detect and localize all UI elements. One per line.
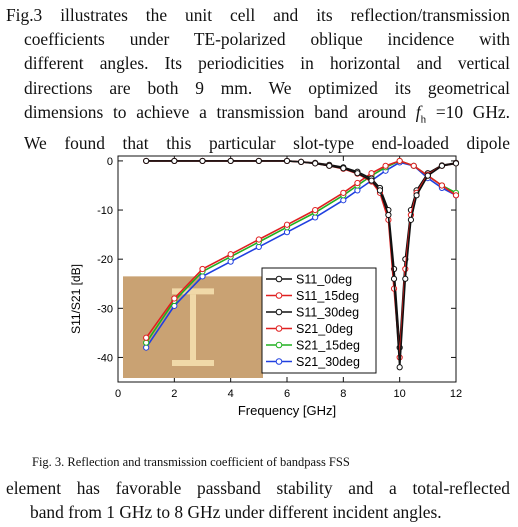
series-point-S11_0deg bbox=[227, 157, 234, 165]
chart-legend: S11_0deg S11_15deg S11_30deg S21_0deg S21_15… bbox=[261, 267, 377, 374]
series-point-S21_0deg bbox=[171, 295, 178, 302]
series-point-S11_0deg bbox=[326, 162, 333, 169]
legend-label: S11_0deg bbox=[296, 273, 352, 287]
y-tick-label: -30 bbox=[97, 303, 113, 315]
series-point-S11_0deg bbox=[385, 211, 392, 219]
figure-caption: Fig. 3. Reflection and transmission coef… bbox=[32, 455, 350, 469]
series-point-S21_0deg bbox=[255, 236, 262, 243]
series-line-S21_0deg bbox=[145, 160, 457, 339]
series-point-S11_0deg bbox=[413, 192, 420, 199]
unit-cell-inset bbox=[123, 276, 263, 378]
x-tick-label: 4 bbox=[228, 388, 234, 400]
series-point-S21_0deg bbox=[283, 221, 291, 228]
series-point-S11_0deg bbox=[452, 160, 460, 167]
dipole-bottom-bar bbox=[172, 360, 214, 366]
y-tick-label: 0 bbox=[107, 156, 113, 168]
legend-box bbox=[261, 267, 377, 374]
series-point-S11_0deg bbox=[354, 170, 361, 177]
series-point-S11_0deg bbox=[376, 187, 384, 194]
legend-label: S11_15deg bbox=[296, 289, 359, 303]
body-paragraph: element has favorable passband stability… bbox=[6, 476, 510, 524]
series-point-S11_0deg bbox=[283, 157, 291, 165]
text-line: element has favorable passband stability… bbox=[6, 478, 510, 498]
series-point-S21_0deg bbox=[199, 265, 206, 273]
series-point-S21_0deg bbox=[354, 179, 361, 187]
chart-series bbox=[143, 157, 460, 371]
series-point-S11_0deg bbox=[407, 216, 415, 223]
legend-label: S21_15deg bbox=[296, 339, 360, 353]
y-axis-label: S11/S21 [dB] bbox=[69, 264, 83, 334]
x-axis-label: Frequency [GHz] bbox=[238, 403, 336, 418]
text-line: coefficients under TE-polarized oblique … bbox=[24, 29, 510, 50]
series-point-S21_0deg bbox=[227, 251, 234, 258]
series-point-S11_0deg bbox=[424, 172, 431, 179]
series-point-S21_0deg bbox=[312, 206, 319, 214]
dipole-top-bar bbox=[172, 288, 214, 295]
fh-value: =10 GHz. bbox=[426, 101, 510, 122]
series-point-S11_0deg bbox=[297, 158, 305, 165]
text-line: We found that this particular slot-type … bbox=[24, 133, 510, 154]
series-point-S11_0deg bbox=[438, 162, 446, 169]
fh-subscript: h bbox=[420, 113, 427, 126]
series-line-S11_0deg bbox=[146, 160, 457, 368]
legend-label: S21_0deg bbox=[296, 322, 353, 336]
y-tick-label: -10 bbox=[97, 205, 113, 217]
series-point-S21_0deg bbox=[143, 334, 150, 341]
series-point-S21_0deg bbox=[340, 189, 347, 196]
text-line: different angles. Its periodicities in h… bbox=[24, 53, 510, 74]
series-point-S11_0deg bbox=[199, 157, 206, 165]
series-point-S21_0deg bbox=[368, 170, 375, 177]
x-tick-label: 0 bbox=[115, 388, 121, 400]
intro-paragraph: Fig.3 illustrates the unit cell and its … bbox=[6, 3, 510, 156]
x-tick-label: 12 bbox=[450, 388, 462, 400]
legend-swatch-marker bbox=[275, 308, 283, 316]
text-line: dimensions to achieve a transmission ban… bbox=[6, 100, 510, 132]
text-fragment: dimensions to achieve a transmission ban… bbox=[24, 101, 416, 122]
series-point-S21_0deg bbox=[438, 182, 446, 189]
series-point-S11_0deg bbox=[390, 275, 398, 282]
x-tick-label: 10 bbox=[394, 388, 406, 400]
series-point-S11_0deg bbox=[171, 157, 178, 165]
chart-axes: 0 2 4 6 8 10 12 0 -10 -20 -30 -40 Frequency [GHz] S11… bbox=[69, 155, 462, 418]
series-point-S21_0deg bbox=[452, 192, 460, 199]
text-line: band from 1 GHz to 8 GHz under different… bbox=[30, 502, 442, 523]
x-tick-label: 8 bbox=[340, 388, 346, 400]
legend-swatch-marker bbox=[275, 292, 283, 299]
legend-swatch-marker bbox=[275, 341, 283, 349]
series-point-S11_0deg bbox=[368, 177, 375, 184]
legend-label: S21_30deg bbox=[296, 355, 360, 369]
series-point-S11_0deg bbox=[312, 160, 319, 167]
series-point-S21_0deg bbox=[410, 162, 417, 169]
y-tick-label: -40 bbox=[97, 352, 113, 364]
series-line-S21_30deg bbox=[145, 161, 457, 349]
text-line: Fig.3 illustrates the unit cell and its … bbox=[6, 5, 510, 25]
series-point-S11_0deg bbox=[402, 275, 409, 282]
series-point-S11_0deg bbox=[396, 364, 403, 371]
legend-swatch-marker bbox=[275, 275, 283, 283]
series-point-S11_0deg bbox=[143, 157, 150, 165]
series-point-S21_0deg bbox=[396, 157, 403, 165]
legend-label: S11_30deg bbox=[296, 306, 359, 320]
legend-swatch-marker bbox=[275, 325, 283, 332]
series-point-S11_0deg bbox=[340, 165, 347, 172]
x-tick-label: 2 bbox=[171, 388, 177, 400]
y-tick-label: -20 bbox=[97, 254, 113, 266]
text-line: directions are both 9 mm. We optimized i… bbox=[24, 77, 510, 98]
x-tick-label: 6 bbox=[284, 388, 290, 400]
dipole-stem bbox=[190, 294, 196, 360]
s-parameter-chart: 0 2 4 6 8 10 12 0 -10 -20 -30 -40 Frequency [GHz] S11… bbox=[69, 155, 462, 418]
fh-symbol: f bbox=[415, 101, 421, 122]
series-point-S21_0deg bbox=[382, 162, 389, 169]
series-point-S11_0deg bbox=[255, 157, 262, 165]
legend-swatch-marker bbox=[275, 358, 283, 365]
